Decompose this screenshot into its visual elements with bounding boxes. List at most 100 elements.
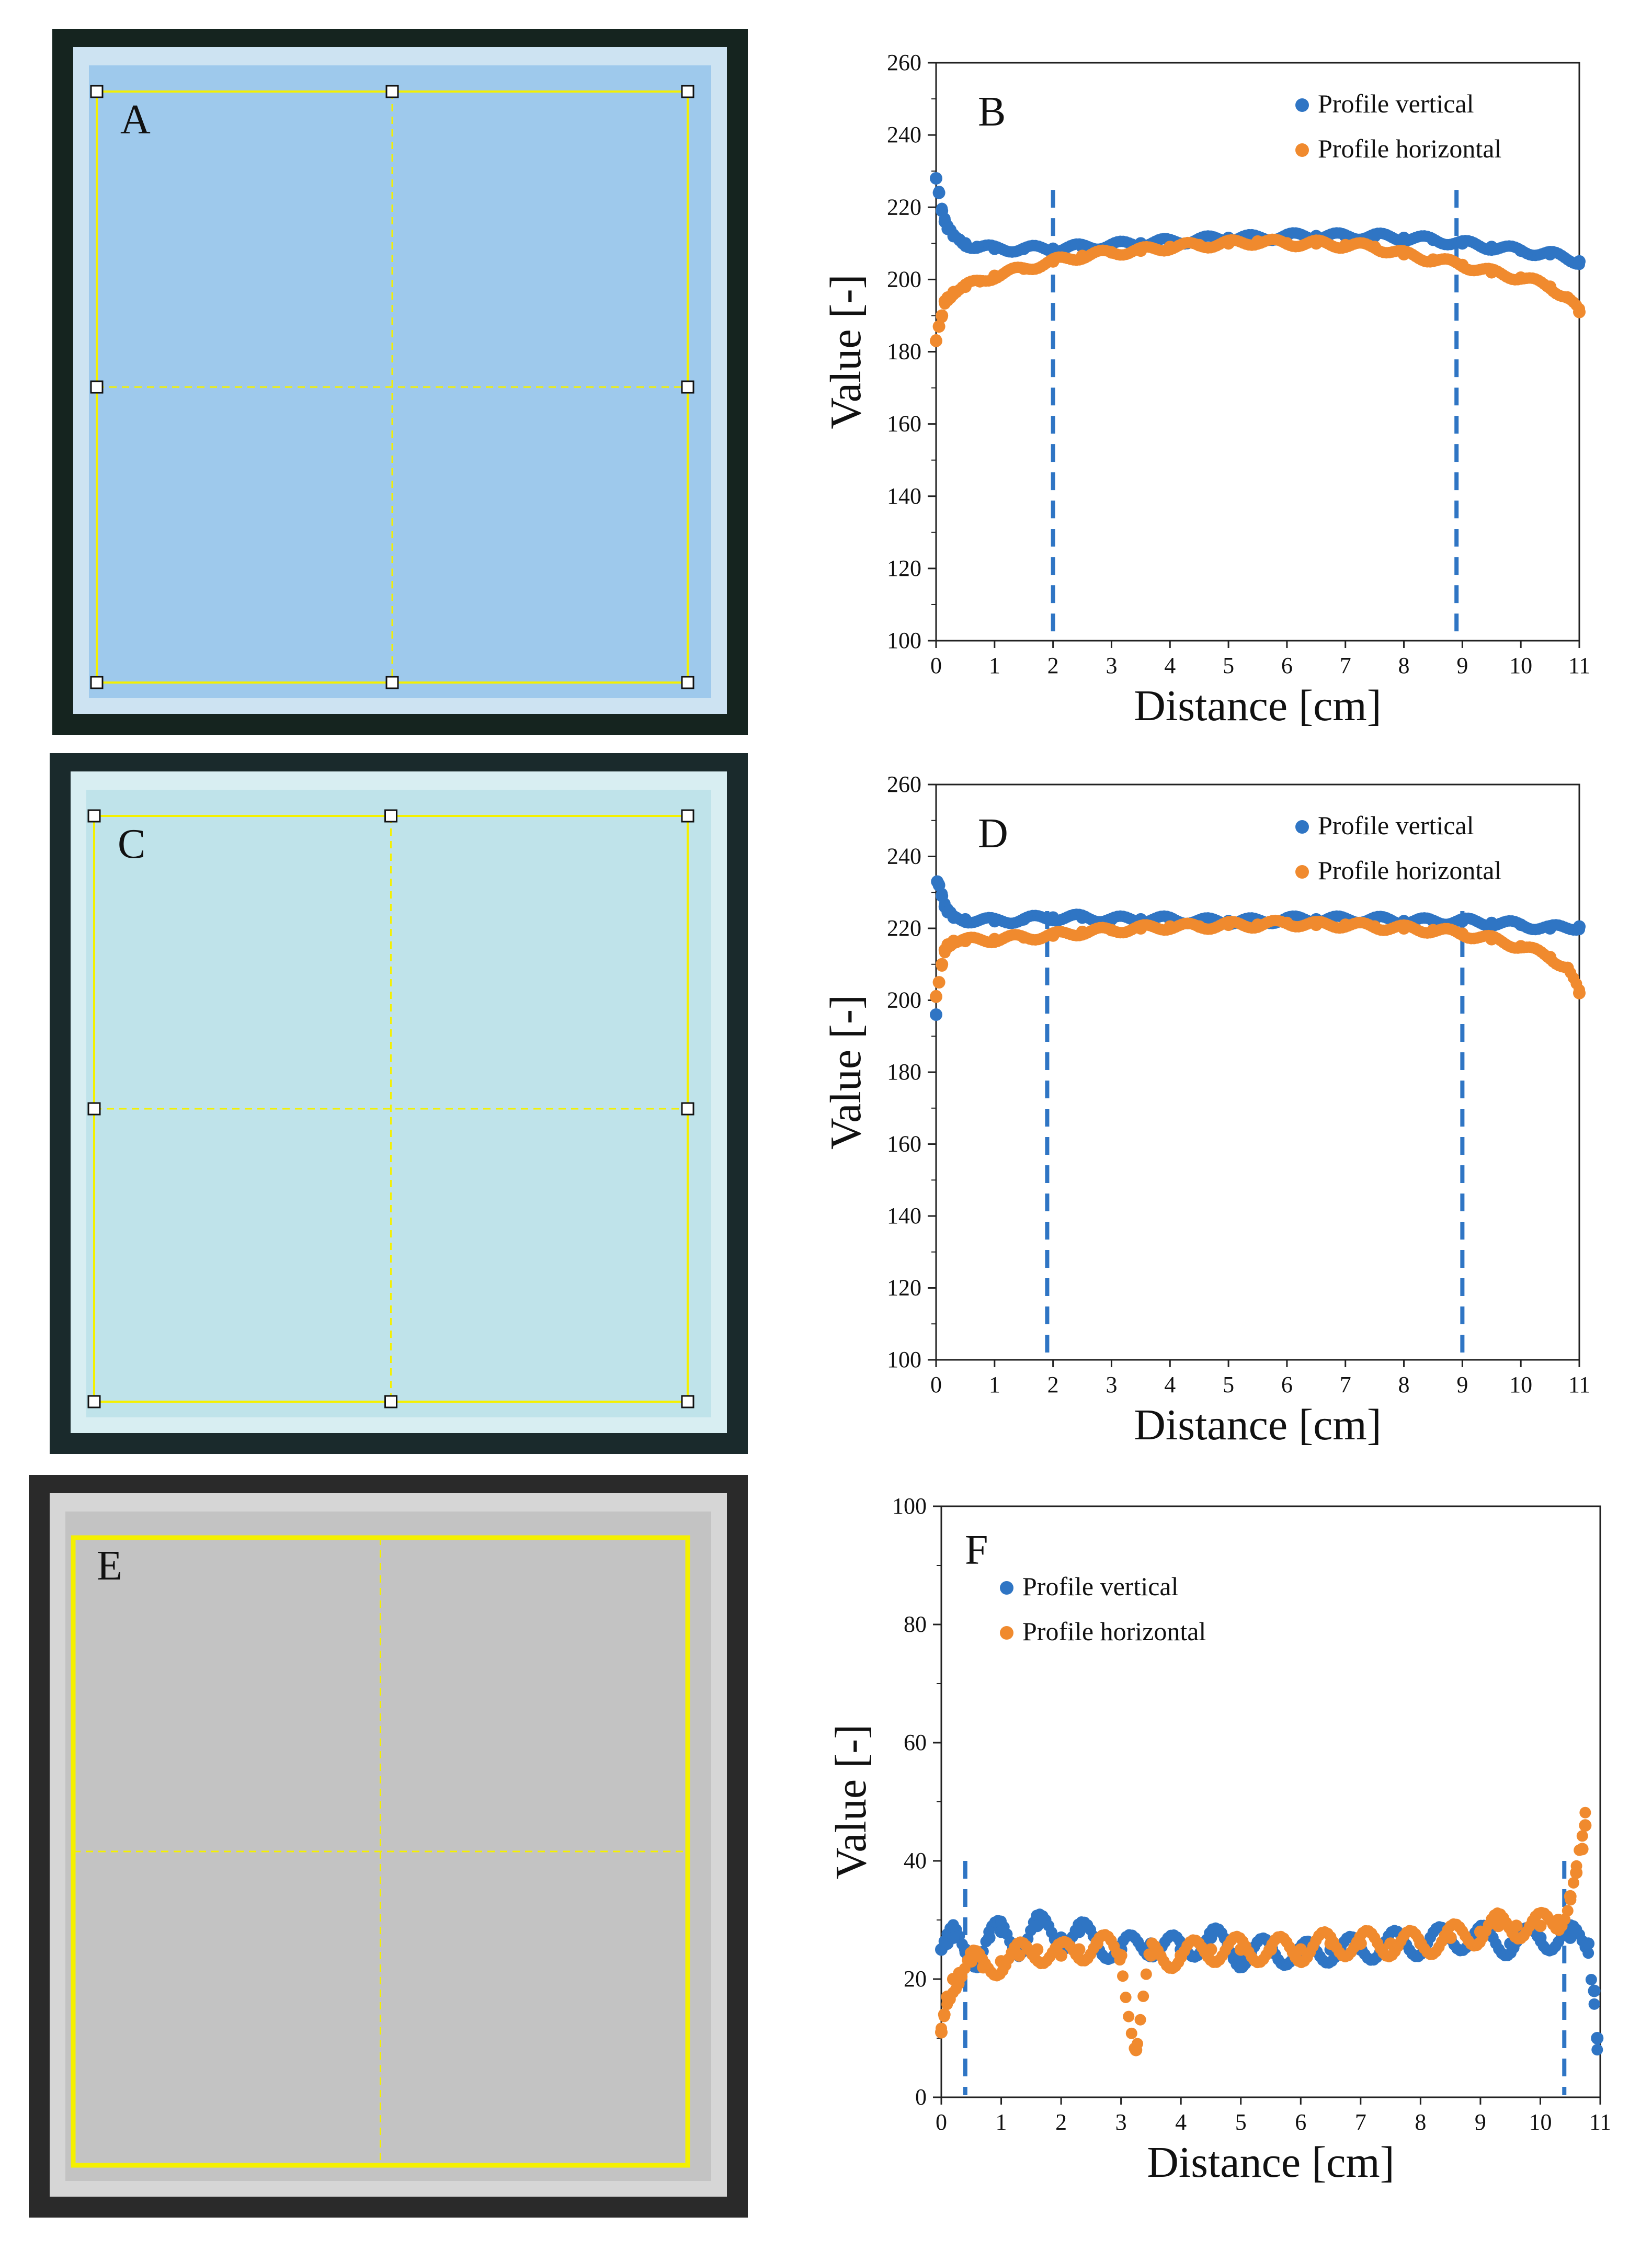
data-point (1309, 237, 1323, 250)
data-point (1544, 951, 1557, 963)
data-point (1564, 1890, 1577, 1903)
data-point (1031, 1943, 1044, 1956)
data-point (932, 186, 945, 199)
panel-label: F (965, 1527, 988, 1573)
data-point (1384, 1937, 1397, 1950)
x-tick-label: 1 (996, 2109, 1007, 2135)
data-point (1427, 924, 1440, 937)
data-point (1017, 242, 1030, 255)
x-axis-title: Distance [cm] (1134, 681, 1381, 730)
roi-handle (87, 1395, 101, 1408)
data-point (1076, 241, 1089, 254)
data-point (1134, 922, 1147, 935)
data-point (1140, 1968, 1152, 1980)
data-point (1567, 1877, 1579, 1889)
data-point (995, 1955, 1008, 1968)
data-point (1534, 1919, 1547, 1933)
data-point (1544, 922, 1557, 935)
y-tick-label: 260 (887, 771, 921, 797)
data-point (1573, 255, 1586, 268)
y-tick-label: 20 (904, 1966, 927, 1992)
data-point (977, 1961, 990, 1974)
x-tick-label: 0 (930, 1372, 942, 1397)
data-point (1017, 931, 1030, 944)
data-point (1076, 249, 1089, 263)
x-tick-label: 4 (1175, 2109, 1187, 2135)
series-vertical (935, 1908, 1604, 2056)
x-tick-label: 0 (936, 2109, 947, 2135)
data-point (1251, 918, 1264, 931)
legend-label: Profile vertical (1318, 89, 1474, 118)
y-tick-label: 140 (887, 483, 921, 509)
data-point (1397, 922, 1410, 935)
y-tick-label: 140 (887, 1203, 921, 1229)
x-tick-label: 5 (1223, 653, 1234, 678)
data-point (1514, 918, 1528, 931)
data-point (1120, 1991, 1132, 2003)
data-point (1294, 1943, 1307, 1956)
roi-handle (90, 85, 104, 98)
x-tick-label: 9 (1456, 653, 1468, 678)
data-point (1588, 1984, 1601, 1997)
x-tick-label: 5 (1235, 2109, 1247, 2135)
panel-label: B (978, 89, 1006, 135)
legend-marker (1000, 1626, 1013, 1640)
data-point (1046, 911, 1059, 924)
x-tick-label: 4 (1164, 1372, 1176, 1397)
x-tick-label: 1 (989, 653, 1000, 678)
data-point (1444, 1931, 1457, 1944)
data-point (1137, 1990, 1149, 2002)
data-point (1573, 305, 1586, 319)
y-tick-label: 220 (887, 194, 921, 220)
data-point (1134, 2014, 1146, 2026)
data-point (947, 935, 960, 948)
data-point (1264, 1943, 1277, 1956)
data-point (1134, 244, 1147, 257)
data-point (1193, 238, 1206, 252)
data-point (941, 1990, 954, 2003)
data-point (1339, 238, 1352, 252)
x-tick-label: 7 (1340, 1372, 1351, 1397)
x-tick-label: 3 (1115, 2109, 1127, 2135)
data-point (965, 1955, 978, 1968)
data-point (1339, 918, 1352, 931)
data-point (1561, 291, 1574, 304)
series-horizontal (930, 914, 1586, 1003)
data-point (1474, 1925, 1487, 1938)
roi-handle (384, 809, 397, 823)
y-tick-label: 180 (887, 1059, 921, 1085)
data-point (1164, 920, 1177, 933)
data-point (1562, 1905, 1574, 1917)
data-point (1175, 1949, 1188, 1962)
data-point (1570, 1866, 1583, 1879)
data-point (1534, 1931, 1547, 1944)
legend-label: Profile vertical (1318, 811, 1474, 840)
panel-label: A (120, 97, 151, 143)
data-point (1222, 237, 1235, 250)
y-axis-title: Value [-] (827, 1724, 875, 1879)
data-point (1510, 1919, 1523, 1933)
data-point (936, 958, 949, 971)
y-tick-label: 80 (904, 1611, 927, 1637)
data-point (1579, 1819, 1592, 1832)
data-point (1397, 248, 1410, 261)
y-tick-label: 0 (915, 2084, 927, 2110)
data-point (1414, 1937, 1427, 1950)
x-tick-label: 11 (1568, 653, 1590, 678)
data-point (1017, 913, 1030, 926)
data-point (988, 269, 1001, 282)
roi-handle (681, 85, 694, 98)
y-tick-label: 160 (887, 411, 921, 437)
data-point (1280, 237, 1293, 250)
data-point (1544, 280, 1557, 293)
data-point (1354, 1937, 1367, 1950)
data-point (1073, 1925, 1086, 1938)
legend-label: Profile horizontal (1022, 1617, 1206, 1646)
plate-surface (89, 65, 711, 698)
data-point (1280, 916, 1293, 929)
x-axis-title: Distance [cm] (1147, 2138, 1394, 2187)
data-point (1485, 266, 1498, 279)
roi-handle (87, 1102, 101, 1116)
x-tick-label: 3 (1106, 1372, 1117, 1397)
data-point (947, 286, 960, 299)
